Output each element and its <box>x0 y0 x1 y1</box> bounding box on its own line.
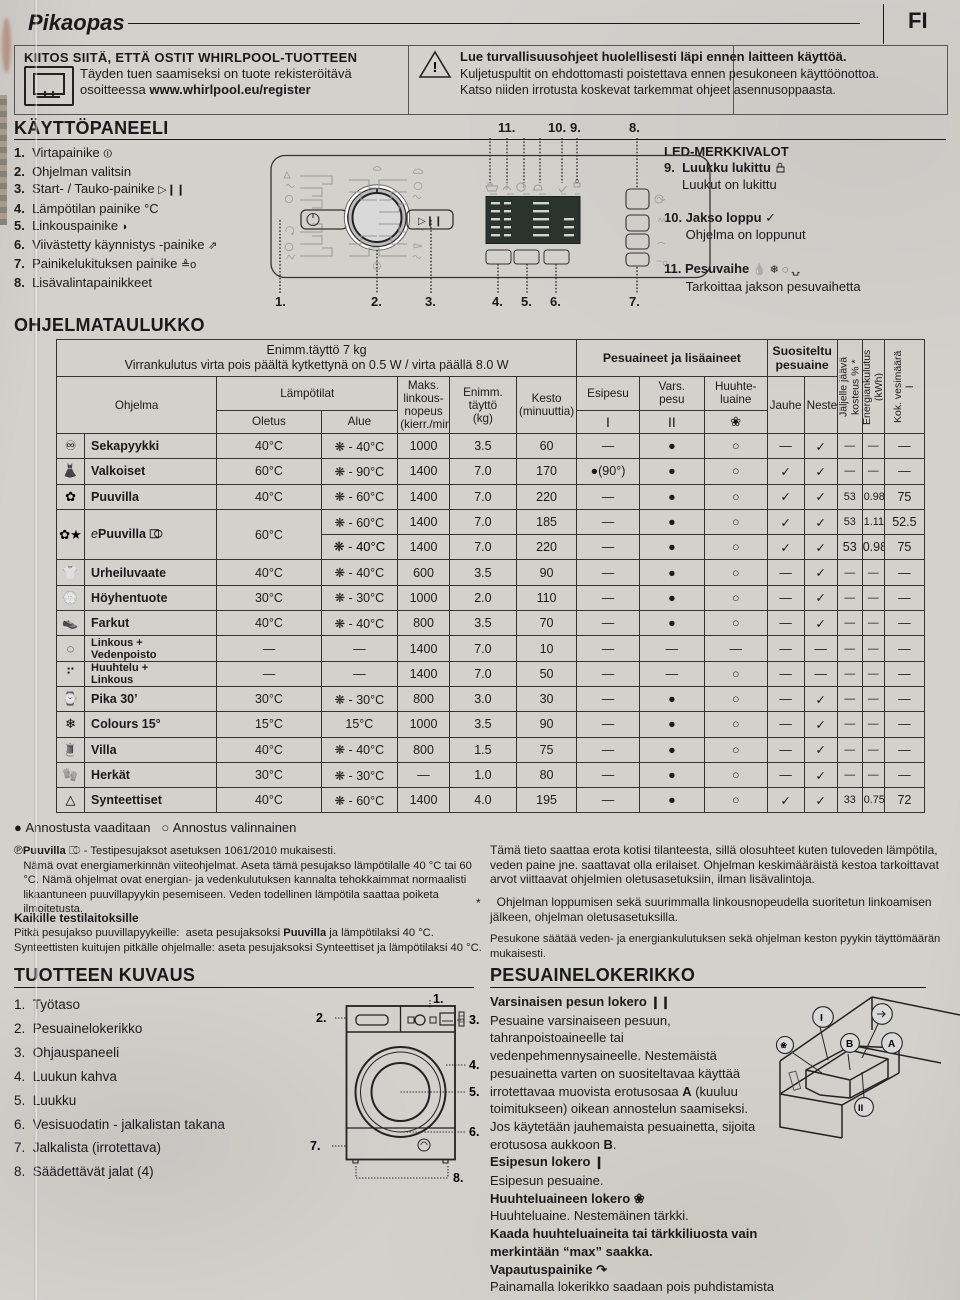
svg-text:II: II <box>858 1103 863 1114</box>
svg-text:❀: ❀ <box>780 1041 787 1050</box>
svg-text:I: I <box>820 1012 823 1024</box>
svg-text:B: B <box>846 1039 853 1050</box>
svg-text:A: A <box>888 1039 895 1050</box>
